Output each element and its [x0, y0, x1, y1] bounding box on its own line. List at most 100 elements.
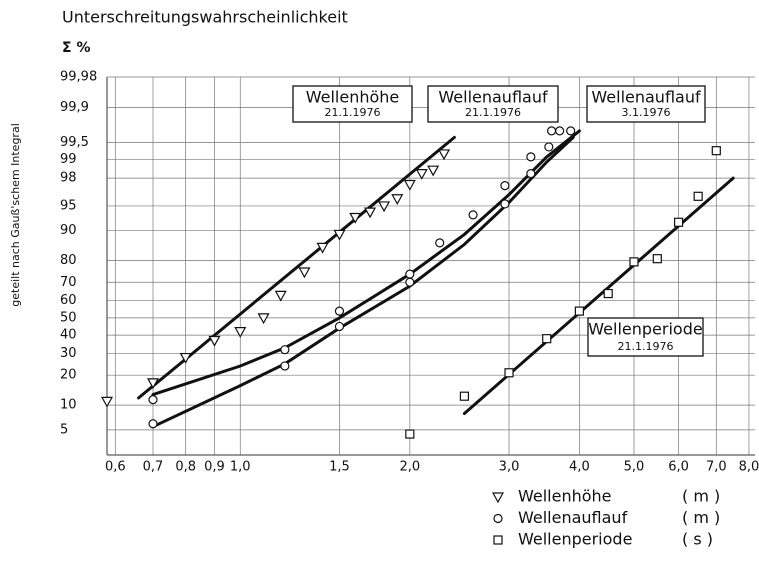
x-tick-label: 3,0: [499, 460, 520, 475]
y-tick-label: 20: [60, 368, 77, 383]
y-tick-label: 99: [60, 152, 77, 167]
point: [526, 152, 536, 162]
legend-marker: [493, 513, 503, 524]
x-tick-label: 0,8: [175, 460, 196, 475]
x-tick-label: 0,6: [105, 460, 126, 475]
annotation-text: Wellenauflauf: [438, 88, 548, 107]
y-tick-label: 99,9: [60, 100, 89, 115]
x-tick-label: 5,0: [624, 460, 645, 475]
y-tick-label: 50: [60, 310, 77, 325]
y-tick-label: 70: [60, 275, 77, 290]
annotation-text: Wellenhöhe: [306, 88, 400, 107]
point: [504, 368, 514, 378]
legend-label: Wellenperiode: [518, 530, 632, 549]
point: [435, 238, 445, 248]
point: [234, 327, 247, 338]
point: [403, 179, 416, 191]
fit-curve: [137, 135, 456, 400]
annotation-date: 21.1.1976: [325, 106, 381, 119]
y-tick-label: 98: [60, 171, 77, 186]
y-axis-label: geteilt nach Gauß'schem Integral: [9, 123, 22, 307]
annotation-text: Wellenauflauf: [591, 88, 701, 107]
y-tick-label: 40: [60, 328, 77, 343]
point: [566, 126, 576, 136]
legend-label: Wellenhöhe: [518, 487, 612, 506]
x-tick-label: 1,5: [329, 460, 350, 475]
fit-curve: [151, 129, 581, 397]
point: [298, 267, 311, 279]
legend-unit: ( m ): [682, 487, 720, 506]
point: [500, 181, 510, 191]
point: [629, 257, 639, 267]
point: [544, 142, 554, 152]
point: [146, 378, 160, 390]
point: [405, 269, 415, 279]
point: [334, 321, 345, 332]
x-tick-label: 2,0: [399, 460, 420, 475]
point: [208, 335, 221, 347]
annotation-box: [587, 317, 704, 357]
fit-curve: [462, 176, 735, 415]
point: [179, 352, 192, 364]
x-tick-label: 8,0: [739, 460, 759, 475]
point: [468, 210, 478, 220]
point: [280, 345, 290, 355]
point: [333, 229, 346, 241]
point: [257, 313, 270, 325]
point: [364, 207, 377, 219]
y-tick-label: 99,98: [60, 70, 97, 85]
point: [378, 201, 391, 213]
y-tick-label: 5: [60, 422, 68, 437]
point: [574, 306, 584, 316]
point: [274, 290, 287, 302]
legend-marker: [493, 535, 503, 545]
point: [148, 419, 158, 429]
point: [405, 429, 415, 439]
point: [316, 242, 329, 254]
y-tick-label: 80: [60, 253, 77, 268]
point: [542, 334, 552, 344]
point: [603, 288, 613, 299]
annotation-box: [292, 85, 413, 123]
point: [673, 217, 684, 227]
point: [546, 126, 557, 136]
point: [405, 277, 415, 287]
chart-title: Unterschreitungswahrscheinlichkeit: [62, 8, 348, 27]
annotation-date: 21.1.1976: [618, 340, 674, 353]
point: [437, 149, 451, 161]
y-tick-label: 60: [60, 293, 77, 308]
y-tick-label: 10: [60, 398, 77, 413]
point: [415, 169, 428, 180]
point: [391, 194, 404, 205]
point: [349, 212, 362, 224]
annotation-text: Wellenperiode: [588, 320, 702, 339]
y-tick-label: 90: [60, 223, 77, 238]
annotation-date: 21.1.1976: [465, 106, 521, 119]
annotation-date: 3.1.1976: [622, 106, 671, 119]
x-tick-label: 6,0: [668, 460, 689, 475]
legend-unit: ( m ): [682, 508, 720, 527]
y-unit: Σ %: [62, 40, 90, 56]
legend-label: Wellenauflauf: [518, 508, 628, 527]
point: [100, 396, 114, 408]
annotation-box: [427, 85, 559, 123]
y-tick-label: 95: [60, 198, 77, 213]
x-tick-label: 1,0: [230, 460, 251, 475]
legend-marker: [491, 492, 505, 504]
annotation-box: [586, 85, 706, 123]
y-tick-label: 30: [60, 346, 77, 361]
x-tick-label: 0,9: [204, 460, 225, 475]
x-tick-label: 7,0: [706, 460, 727, 475]
point: [652, 254, 662, 264]
x-tick-label: 4,0: [569, 460, 590, 475]
point: [148, 395, 158, 405]
point: [526, 169, 536, 179]
point: [693, 191, 703, 201]
point: [555, 126, 565, 136]
y-tick-label: 99,5: [60, 135, 89, 150]
point: [459, 391, 470, 401]
point: [280, 361, 290, 371]
x-tick-label: 0,7: [143, 460, 164, 475]
legend-unit: ( s ): [682, 530, 713, 549]
